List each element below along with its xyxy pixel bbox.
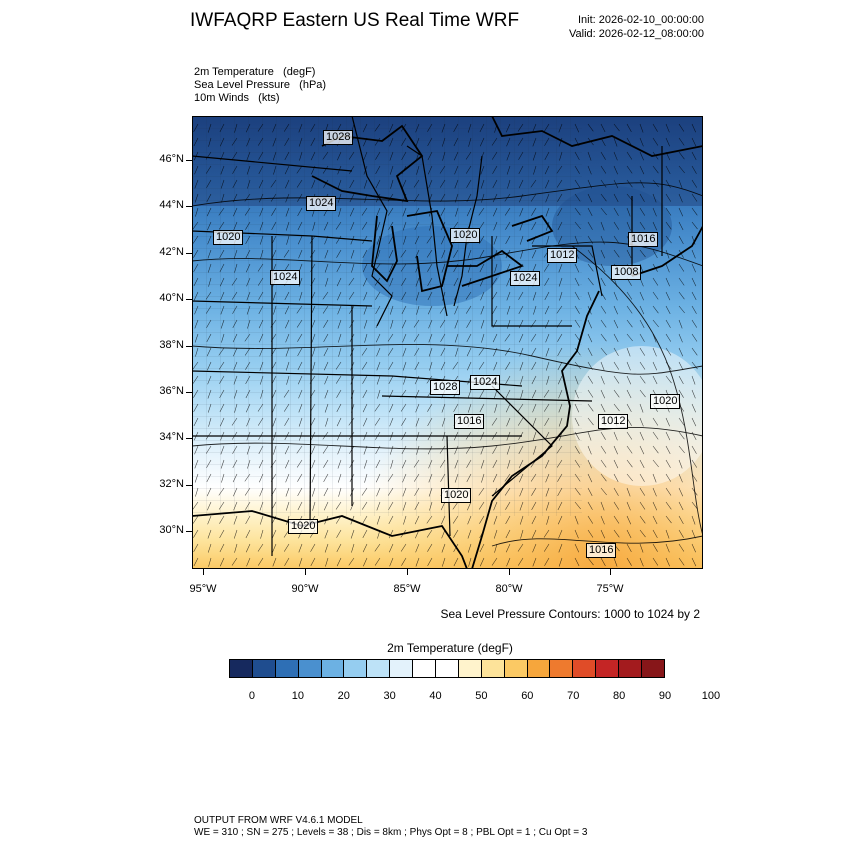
colorbar-swatch: [642, 660, 664, 677]
lat-tick: [186, 392, 192, 393]
pressure-label: 1016: [454, 414, 485, 429]
lon-label: 75°W: [596, 583, 624, 595]
time-info: Init: 2026-02-10_00:00:00 Valid: 2026-02…: [532, 13, 704, 41]
colorbar-label: 30: [383, 690, 396, 702]
colorbar-swatch: [573, 660, 597, 677]
colorbar-swatch: [230, 660, 253, 677]
colorbar-title: 2m Temperature (degF): [387, 641, 513, 655]
field-temperature: 2m Temperature (degF): [194, 66, 316, 78]
colorbar-label: 70: [567, 690, 580, 702]
colorbar-swatch: [504, 660, 528, 677]
lon-tick: [407, 569, 408, 575]
colorbar-swatch: [390, 660, 414, 677]
colorbar-swatch: [436, 660, 459, 677]
model-info: OUTPUT FROM WRF V4.6.1 MODEL WE = 310 ; …: [194, 815, 587, 839]
lon-label: 80°W: [495, 583, 523, 595]
temperature-colorbar: [229, 659, 665, 678]
colorbar-swatch: [252, 660, 276, 677]
contour-note: Sea Level Pressure Contours: 1000 to 102…: [440, 607, 701, 621]
lat-tick: [186, 346, 192, 347]
lat-tick: [186, 160, 192, 161]
pressure-label: 1028: [323, 130, 354, 145]
init-time: Init: 2026-02-10_00:00:00: [578, 14, 704, 26]
colorbar-label: 0: [248, 690, 255, 702]
pressure-label: 1024: [270, 270, 301, 285]
lat-tick: [186, 485, 192, 486]
lat-tick: [186, 206, 192, 207]
pressure-label: 1012: [598, 414, 629, 429]
pressure-label: 1016: [628, 232, 659, 247]
model-version: OUTPUT FROM WRF V4.6.1 MODEL: [194, 815, 363, 826]
colorbar-swatch: [275, 660, 299, 677]
lon-tick: [509, 569, 510, 575]
lat-tick: [186, 438, 192, 439]
colorbar-swatch: [298, 660, 322, 677]
pressure-label: 1024: [306, 196, 337, 211]
lat-tick: [186, 299, 192, 300]
lat-label: 44°N: [159, 199, 184, 211]
lat-label: 42°N: [159, 246, 184, 258]
lon-tick: [203, 569, 204, 575]
colorbar-swatch: [344, 660, 368, 677]
pressure-label: 1012: [547, 248, 578, 263]
lon-label: 90°W: [291, 583, 319, 595]
pressure-label: 1024: [510, 271, 541, 286]
colorbar-label: 90: [658, 690, 672, 702]
pressure-label: 1020: [213, 230, 244, 245]
lat-tick: [186, 253, 192, 254]
colorbar-label: 40: [429, 690, 442, 702]
valid-time: Valid: 2026-02-12_08:00:00: [569, 28, 704, 40]
lat-label: 46°N: [159, 153, 184, 165]
pressure-label: 1008: [611, 265, 642, 280]
pressure-label: 1016: [586, 543, 617, 558]
lat-label: 38°N: [159, 339, 184, 351]
lat-label: 34°N: [159, 431, 184, 443]
colorbar-swatch: [458, 660, 482, 677]
pressure-label: 1020: [288, 519, 319, 534]
plot-title: IWFAQRP Eastern US Real Time WRF: [190, 10, 520, 31]
lat-label: 40°N: [159, 292, 184, 304]
field-winds: 10m Winds (kts): [194, 92, 280, 104]
pressure-label: 1024: [470, 375, 501, 390]
colorbar-label: 100: [701, 690, 721, 702]
colorbar-swatch: [596, 660, 620, 677]
colorbar-swatch: [413, 660, 437, 677]
colorbar-label: 50: [475, 690, 488, 702]
pressure-label: 1020: [441, 488, 472, 503]
model-settings: WE = 310 ; SN = 275 ; Levels = 38 ; Dis …: [194, 827, 588, 838]
colorbar-label: 60: [521, 690, 534, 702]
colorbar-swatch: [481, 660, 505, 677]
field-list: 2m Temperature (degF) Sea Level Pressure…: [194, 66, 326, 105]
lon-tick: [305, 569, 306, 575]
colorbar-swatch: [321, 660, 345, 677]
lon-tick: [610, 569, 611, 575]
pressure-label: 1028: [430, 380, 461, 395]
field-pressure: Sea Level Pressure (hPa): [194, 79, 327, 91]
colorbar-label: 10: [291, 690, 304, 702]
colorbar-swatch: [619, 660, 643, 677]
lon-label: 85°W: [393, 583, 421, 595]
pressure-label: 1020: [650, 394, 681, 409]
lon-label: 95°W: [189, 583, 217, 595]
colorbar-label: 80: [612, 690, 626, 702]
colorbar-swatch: [367, 660, 391, 677]
colorbar-swatch: [527, 660, 551, 677]
lat-label: 32°N: [159, 478, 184, 490]
lat-label: 36°N: [159, 385, 184, 397]
colorbar-swatch: [550, 660, 574, 677]
pressure-label: 1020: [450, 228, 481, 243]
weather-map: [192, 116, 703, 569]
lat-tick: [186, 531, 192, 532]
lat-label: 30°N: [159, 524, 184, 536]
colorbar-label: 20: [337, 690, 350, 702]
map-canvas: [192, 116, 703, 569]
